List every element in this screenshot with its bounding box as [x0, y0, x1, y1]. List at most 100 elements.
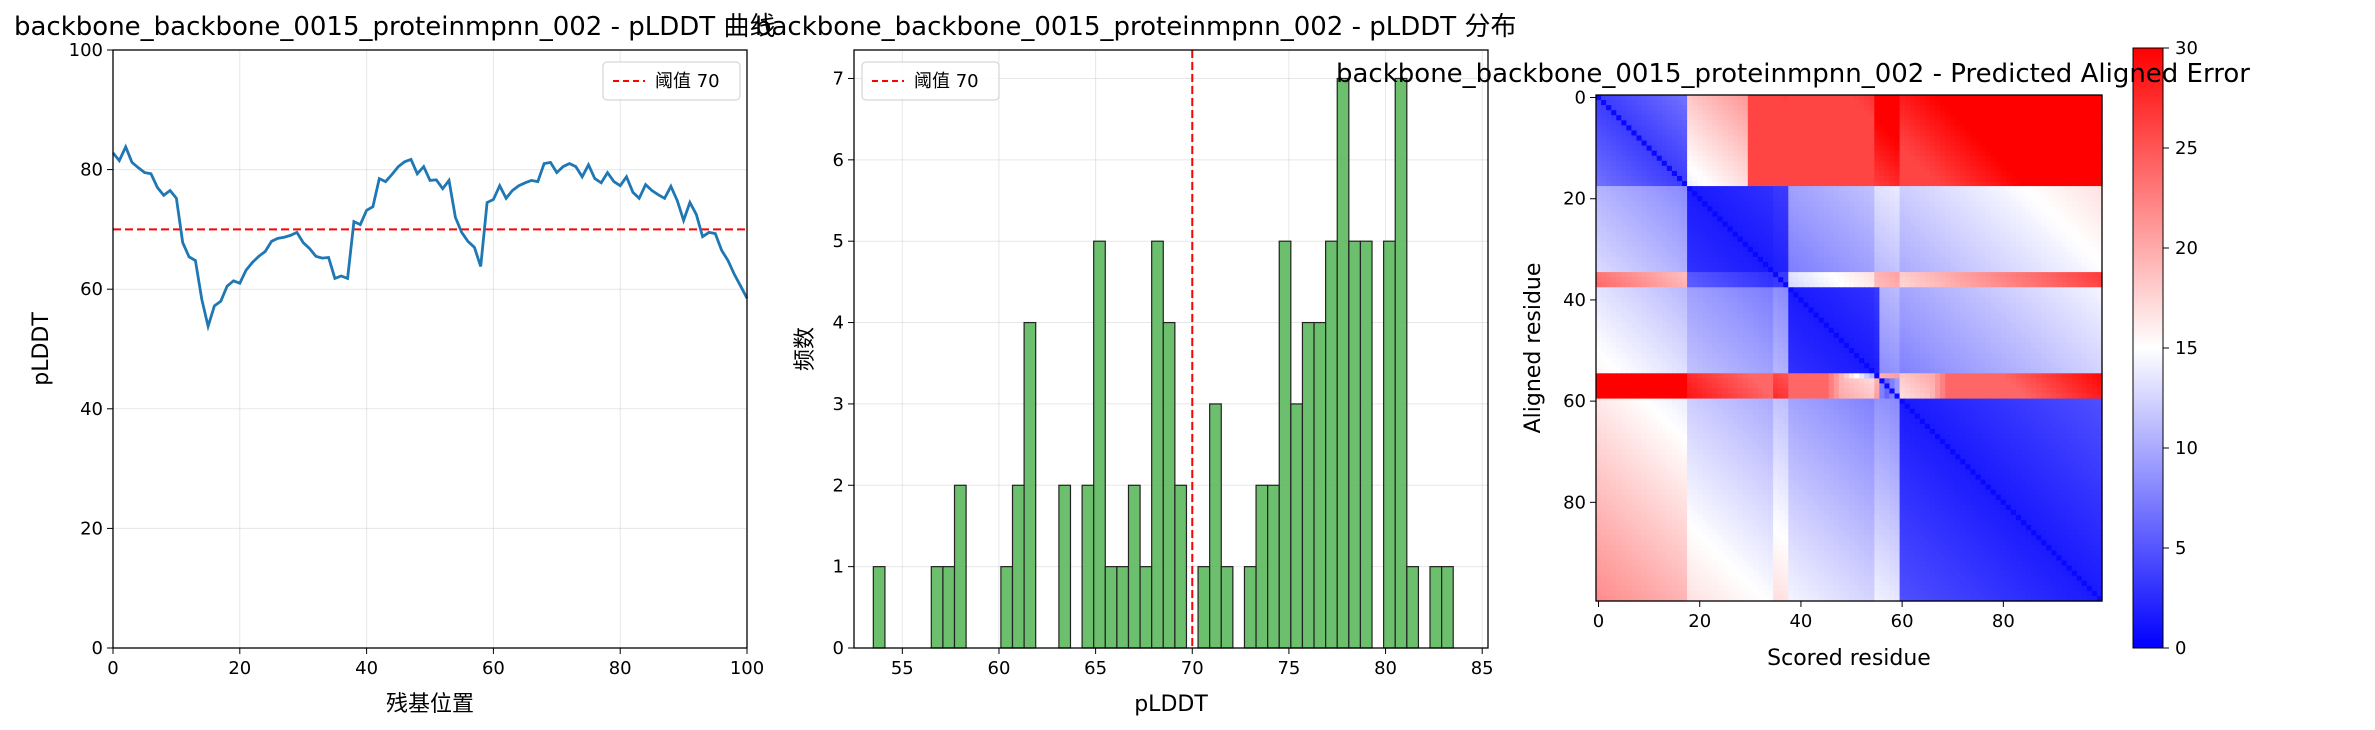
pae-cell	[2086, 297, 2093, 304]
pae-cell	[1955, 246, 1961, 253]
pae-cell	[1874, 307, 1880, 314]
pae-cell	[1661, 231, 1668, 238]
pae-cell	[1757, 115, 1764, 121]
pae-cell	[1899, 211, 1906, 218]
pae-cell	[2051, 307, 2058, 314]
pae-cell	[1671, 277, 1678, 283]
pae-cell	[1651, 337, 1658, 344]
pae-cell	[2071, 170, 2078, 177]
pae-cell	[1742, 186, 1749, 192]
pae-cell	[1843, 292, 1850, 298]
pae-cell	[2046, 100, 2052, 106]
pae-cell	[1904, 186, 1911, 192]
pae-cell	[1833, 95, 1840, 101]
pae-cell	[2046, 267, 2052, 273]
pae-cell	[1985, 105, 1992, 111]
pae-cell	[1778, 216, 1784, 223]
pae-cell	[2086, 135, 2093, 142]
pae-cell	[1676, 302, 1683, 309]
pae-cell	[1929, 196, 1936, 202]
pae-cell	[1742, 100, 1749, 106]
pae-cell	[1697, 272, 1703, 278]
pae-cell	[1808, 201, 1815, 207]
pae-cell	[1843, 175, 1850, 182]
pae-cell	[1722, 165, 1729, 172]
pae-cell	[1859, 120, 1865, 126]
pae-cell	[1661, 150, 1668, 157]
pae-cell	[1631, 221, 1638, 228]
pae-cell	[1747, 302, 1754, 309]
pae-cell	[1768, 160, 1774, 167]
pae-cell	[2086, 267, 2093, 273]
pae-cell	[1803, 175, 1810, 182]
pae-cell	[1995, 287, 2002, 293]
pae-cell	[1884, 337, 1891, 344]
pae-cell	[1874, 302, 1880, 309]
pae-cell	[2000, 302, 2007, 309]
pae-cell	[1945, 226, 1951, 233]
pae-cell	[1606, 206, 1612, 212]
pae-cell	[1904, 120, 1911, 126]
pae-cell	[1773, 277, 1779, 283]
pae-cell	[2036, 322, 2042, 329]
pae-cell	[2081, 292, 2088, 298]
pae-cell	[1651, 302, 1658, 309]
pae-cell	[1661, 241, 1668, 248]
pae-cell	[1747, 246, 1754, 253]
pae-cell	[2086, 105, 2093, 111]
pae-cell	[1995, 251, 2002, 258]
pae-cell	[1606, 221, 1612, 228]
pae-cell	[2071, 261, 2078, 268]
pae-cell	[1712, 251, 1719, 258]
pae-cell	[2046, 292, 2052, 298]
pae-cell	[1859, 145, 1865, 152]
pae-cell	[2046, 201, 2052, 207]
pae-cell	[1661, 236, 1668, 243]
pae-cell	[2086, 170, 2093, 177]
pae-cell	[2056, 110, 2063, 116]
pae-cell	[1975, 216, 1982, 223]
pae-cell	[1778, 100, 1784, 106]
pae-cell	[1687, 110, 1693, 116]
pae-cell	[1666, 322, 1673, 329]
pae-cell	[1682, 292, 1688, 298]
pae-cell	[1601, 110, 1607, 116]
pae-cell	[2000, 327, 2007, 334]
pae-cell	[1833, 165, 1840, 172]
pae-cell	[2086, 160, 2093, 167]
pae-cell	[2086, 277, 2093, 283]
pae-cell	[2076, 282, 2083, 288]
pae-cell	[2026, 297, 2032, 304]
histogram-bar	[1255, 484, 1269, 649]
pae-cell	[1768, 145, 1774, 152]
pae-cell	[2021, 196, 2027, 202]
pae-cell	[1621, 302, 1627, 309]
plddt-curve-plot-frame	[112, 49, 748, 649]
pae-cell	[1661, 337, 1668, 344]
histogram-bar	[1104, 566, 1118, 649]
y-tick-label: 20	[80, 518, 103, 539]
pae-cell	[1641, 135, 1648, 142]
pae-cell	[1985, 327, 1992, 334]
pae-cell	[1823, 297, 1830, 304]
pae-cell	[1661, 160, 1668, 167]
pae-cell	[1960, 231, 1966, 238]
pae-cell	[1762, 145, 1769, 152]
pae-cell	[1803, 170, 1810, 177]
pae-cell	[1722, 317, 1729, 324]
pae-cell	[1636, 181, 1643, 187]
pae-cell	[1646, 160, 1653, 167]
pae-cell	[1818, 246, 1825, 253]
pae-cell	[1596, 221, 1602, 228]
pae-cell	[1818, 175, 1825, 182]
pae-cell	[1838, 287, 1845, 293]
pae-cell	[1909, 292, 1916, 298]
pae-cell	[1798, 130, 1805, 137]
pae-cell	[1884, 246, 1891, 253]
pae-cell	[2005, 196, 2012, 202]
pae-cell	[2056, 216, 2063, 223]
pae-cell	[1869, 130, 1875, 137]
pae-cell	[1838, 145, 1845, 152]
pae-cell	[2076, 231, 2083, 238]
pae-cell	[1859, 251, 1865, 258]
